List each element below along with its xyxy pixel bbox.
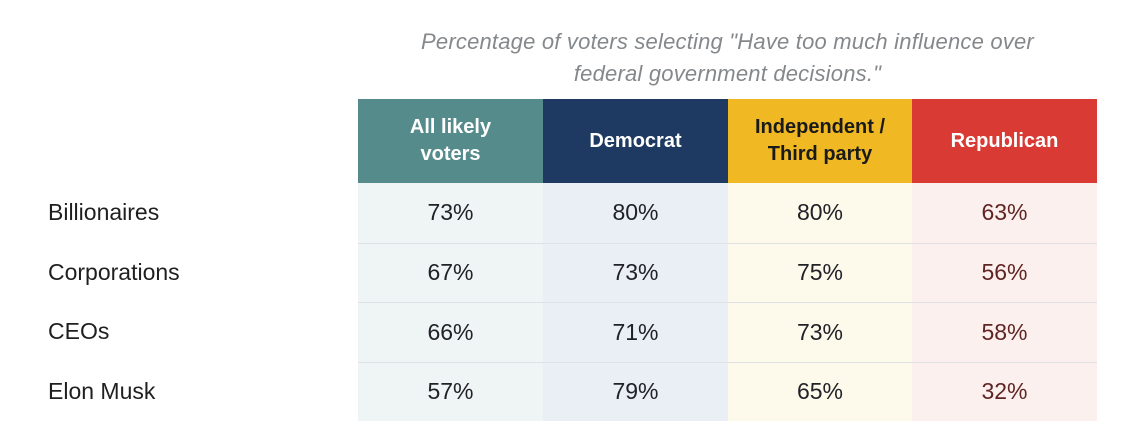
column-header-democrat: Democrat <box>543 99 728 183</box>
cell-ceos-democrat: 71% <box>543 302 728 362</box>
chart-title-line1: Percentage of voters selecting "Have too… <box>421 29 1034 54</box>
column-header-all-likely-voters: All likely voters <box>358 99 543 183</box>
cell-corporations-republican: 56% <box>912 242 1097 302</box>
table-corner-spacer <box>0 99 358 183</box>
chart-title: Percentage of voters selecting "Have too… <box>358 26 1097 90</box>
cell-ceos-independent: 73% <box>728 302 912 362</box>
cell-elon-musk-republican: 32% <box>912 361 1097 421</box>
cell-ceos-republican: 58% <box>912 302 1097 362</box>
cell-ceos-all-likely-voters: 66% <box>358 302 543 362</box>
poll-table: All likely voters Democrat Independent /… <box>0 99 1097 421</box>
cell-corporations-all-likely-voters: 67% <box>358 242 543 302</box>
row-label-corporations: Corporations <box>0 242 358 302</box>
row-label-ceos: CEOs <box>0 302 358 362</box>
chart-title-line2: federal government decisions." <box>573 60 882 86</box>
row-label-billionaires: Billionaires <box>0 183 358 243</box>
cell-corporations-independent: 75% <box>728 242 912 302</box>
column-header-republican: Republican <box>912 99 1097 183</box>
cell-elon-musk-independent: 65% <box>728 361 912 421</box>
column-header-independent-third-party: Independent / Third party <box>728 99 912 183</box>
cell-billionaires-republican: 63% <box>912 183 1097 243</box>
row-label-elon-musk: Elon Musk <box>0 361 358 421</box>
cell-elon-musk-all-likely-voters: 57% <box>358 361 543 421</box>
cell-billionaires-independent: 80% <box>728 183 912 243</box>
cell-corporations-democrat: 73% <box>543 242 728 302</box>
cell-billionaires-democrat: 80% <box>543 183 728 243</box>
cell-elon-musk-democrat: 79% <box>543 361 728 421</box>
cell-billionaires-all-likely-voters: 73% <box>358 183 543 243</box>
